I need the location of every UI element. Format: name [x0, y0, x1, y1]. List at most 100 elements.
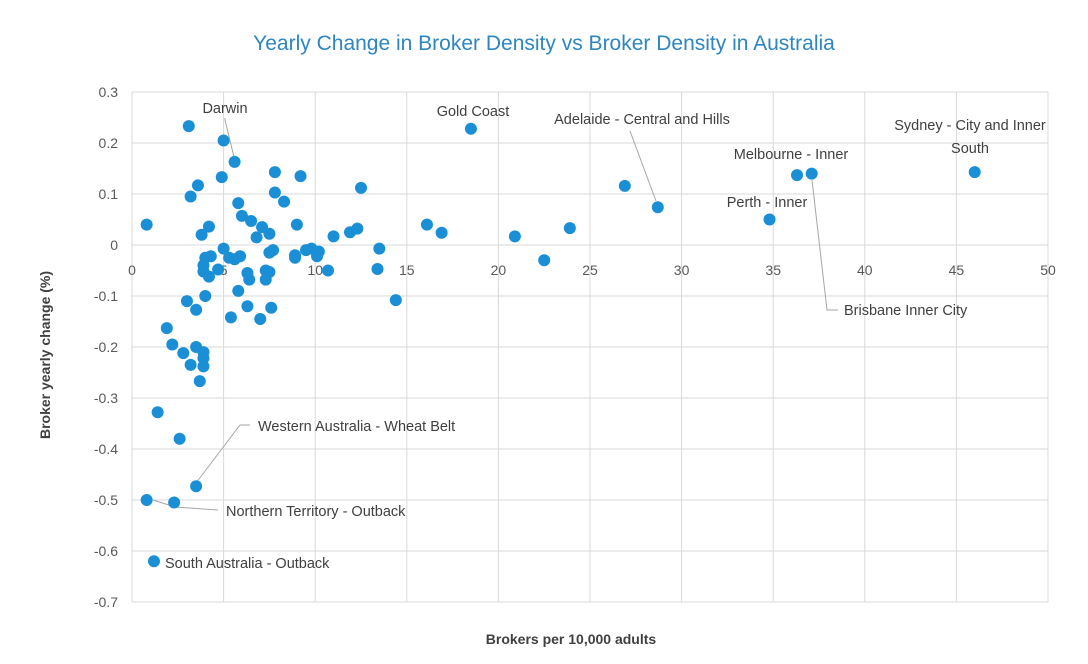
annotation-label: Western Australia - Wheat Belt	[258, 419, 455, 435]
data-point	[508, 230, 521, 243]
annotation-label: Brisbane Inner City	[844, 303, 968, 319]
data-point	[217, 242, 230, 255]
data-point	[160, 322, 173, 335]
annotation-label: Northern Territory - Outback	[226, 504, 406, 520]
data-point	[140, 218, 153, 231]
data-point	[435, 226, 448, 239]
y-tick-label: 0.3	[99, 84, 119, 100]
y-tick-label: -0.1	[94, 288, 118, 304]
annotation-label: Darwin	[202, 101, 247, 117]
annotation-leader-line	[629, 130, 657, 202]
data-point	[197, 360, 210, 373]
data-point	[327, 230, 340, 243]
data-point	[243, 273, 256, 286]
annotation-leaders	[152, 118, 838, 511]
annotations: Darwin Gold Coast Adelaide - Central and H…	[165, 101, 1046, 572]
data-point	[290, 218, 303, 231]
data-point	[228, 155, 241, 168]
annotation-leader-line	[195, 424, 250, 484]
data-point	[355, 181, 367, 194]
data-point	[184, 190, 197, 203]
annotation-line: South	[951, 141, 989, 157]
data-point	[373, 242, 386, 255]
grid-lines	[131, 91, 1049, 603]
annotation-label: Melbourne - Inner	[734, 147, 849, 163]
data-point	[184, 358, 197, 371]
annotation-label: Sydney - City and Inner South	[894, 118, 1046, 157]
data-point	[289, 251, 302, 264]
y-tick-label: -0.4	[94, 441, 118, 457]
data-point	[389, 294, 402, 307]
data-point	[202, 270, 215, 283]
data-point	[241, 300, 254, 313]
y-axis-ticks: 0.3 0.2 0.1 0 -0.1 -0.2 -0.3 -0.4 -0.5 -0.6 -0.7	[94, 84, 118, 610]
data-point	[180, 295, 193, 308]
data-point	[259, 273, 272, 286]
annotation-line: Sydney - City and Inner	[894, 118, 1046, 134]
data-point	[235, 209, 248, 222]
x-tick-label: 50	[1040, 262, 1056, 278]
y-tick-label: -0.7	[94, 594, 118, 610]
data-point	[651, 201, 664, 214]
data-point	[267, 244, 280, 257]
annotation-label: Perth - Inner	[727, 195, 808, 211]
data-point	[147, 555, 160, 568]
data-point	[217, 134, 230, 147]
x-tick-label: 30	[674, 262, 690, 278]
data-point	[166, 338, 179, 351]
data-point	[245, 215, 258, 228]
y-tick-label: -0.6	[94, 543, 118, 559]
x-tick-label: 10	[307, 262, 323, 278]
y-tick-label: -0.2	[94, 339, 118, 355]
y-axis-title: Broker yearly change (%)	[37, 271, 53, 439]
x-axis-title: Brokers per 10,000 adults	[486, 631, 657, 647]
data-point	[191, 179, 204, 192]
chart-title: Yearly Change in Broker Density vs Broke…	[253, 32, 835, 55]
data-point	[195, 228, 208, 241]
data-point	[215, 171, 228, 184]
annotation-label: South Australia - Outback	[165, 556, 330, 572]
data-point	[563, 222, 576, 235]
data-point	[791, 169, 804, 182]
annotation-leader-line	[811, 179, 838, 311]
y-tick-label: 0.2	[99, 135, 119, 151]
data-point	[224, 311, 237, 324]
data-point	[140, 494, 153, 506]
y-tick-label: 0	[110, 237, 118, 253]
data-point	[232, 284, 245, 297]
data-point	[232, 197, 245, 210]
data-point	[173, 432, 186, 445]
data-point	[250, 231, 263, 244]
data-point	[618, 179, 631, 192]
data-point	[420, 218, 433, 231]
annotation-label: Adelaide - Central and Hills	[554, 112, 730, 128]
data-point	[234, 250, 247, 263]
data-point	[193, 375, 206, 388]
data-point	[202, 220, 215, 233]
data-point	[294, 170, 307, 183]
data-point	[351, 222, 364, 235]
x-tick-label: 15	[399, 262, 415, 278]
annotation-leader-line	[224, 118, 235, 158]
data-point	[177, 347, 190, 360]
x-axis-ticks: 05101520253035404550	[128, 262, 1056, 278]
y-tick-label: -0.3	[94, 390, 118, 406]
y-tick-label: -0.5	[94, 492, 118, 508]
x-tick-label: 45	[949, 262, 965, 278]
annotation-label: Gold Coast	[437, 104, 510, 120]
data-point	[204, 250, 217, 263]
data-points	[140, 120, 981, 568]
data-point	[805, 167, 818, 180]
data-point	[538, 254, 551, 267]
data-point	[212, 263, 225, 276]
x-tick-label: 40	[857, 262, 873, 278]
data-point	[254, 312, 267, 325]
data-point	[168, 496, 181, 509]
data-point	[182, 120, 195, 133]
x-tick-label: 25	[582, 262, 598, 278]
data-point	[763, 213, 776, 226]
data-point	[268, 186, 281, 199]
data-point	[968, 166, 981, 179]
data-point	[190, 480, 203, 493]
